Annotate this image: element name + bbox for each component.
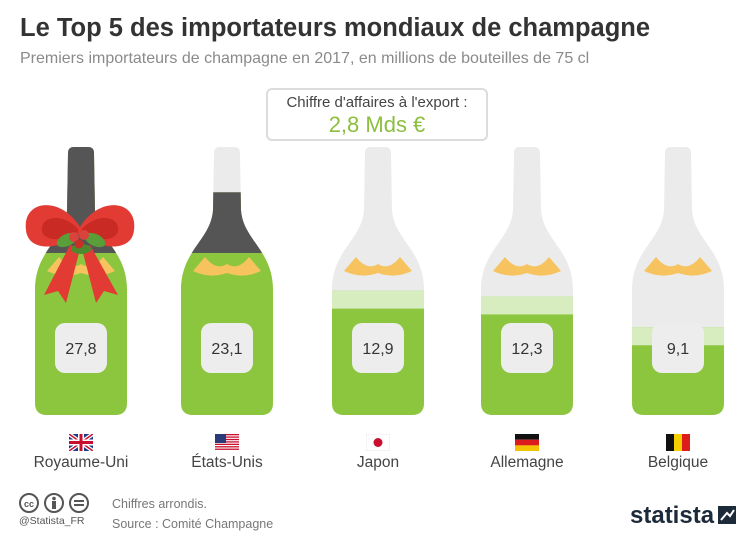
page-subtitle: Premiers importateurs de champagne en 20… — [20, 50, 590, 67]
value-label: 23,1 — [211, 341, 242, 358]
category-label: Royaume-Uni — [33, 454, 129, 471]
value-label: 12,3 — [511, 341, 542, 358]
footer-notes: Chiffres arrondis. Source : Comité Champ… — [112, 494, 273, 534]
svg-text:statista: statista — [630, 502, 715, 529]
category-label: Japon — [356, 454, 400, 471]
no-derivatives-icon — [69, 493, 89, 513]
value-label-plate — [201, 323, 253, 373]
footnote: Chiffres arrondis. — [112, 497, 207, 511]
bottle-3: 12,9 — [332, 147, 424, 415]
flag-belgium-icon — [666, 434, 690, 451]
flag-us-icon — [215, 434, 239, 451]
value-label-plate — [55, 323, 107, 373]
category-label: États-Unis — [191, 454, 263, 471]
revenue-value: 2,8 Mds € — [328, 112, 426, 137]
statista-logo: statista — [630, 500, 742, 535]
license-icons: cc — [19, 492, 94, 519]
bow-decoration — [25, 205, 135, 303]
bottle-2: 23,1 — [181, 147, 273, 415]
value-label-plate — [652, 323, 704, 373]
attribution-icon — [44, 493, 64, 513]
bottle-4: 12,3 — [481, 147, 573, 415]
svg-text:cc: cc — [24, 499, 34, 509]
bottle-chart: 27,8 23,1 12,9 12,3 9,1 — [25, 147, 724, 415]
bottle-1: 27,8 — [35, 147, 127, 415]
flag-japan-icon — [366, 434, 390, 451]
cc-icon: cc — [19, 493, 39, 513]
value-label-plate — [352, 323, 404, 373]
page-title: Le Top 5 des importateurs mondiaux de ch… — [20, 14, 651, 42]
value-label: 12,9 — [362, 341, 393, 358]
revenue-label: Chiffre d'affaires à l'export : — [286, 94, 468, 111]
value-label: 9,1 — [667, 341, 689, 358]
category-label: Allemagne — [490, 454, 564, 471]
social-handle: @Statista_FR — [19, 515, 85, 527]
category-label: Belgique — [647, 454, 709, 471]
bottle-5: 9,1 — [632, 147, 724, 415]
value-label: 27,8 — [65, 341, 96, 358]
flag-uk-icon — [69, 434, 93, 451]
statista-logo-icon — [718, 506, 736, 524]
flag-germany-icon — [515, 434, 539, 451]
source-text: Source : Comité Champagne — [112, 517, 274, 531]
revenue-box: Chiffre d'affaires à l'export : 2,8 Mds … — [266, 88, 488, 141]
value-label-plate — [501, 323, 553, 373]
